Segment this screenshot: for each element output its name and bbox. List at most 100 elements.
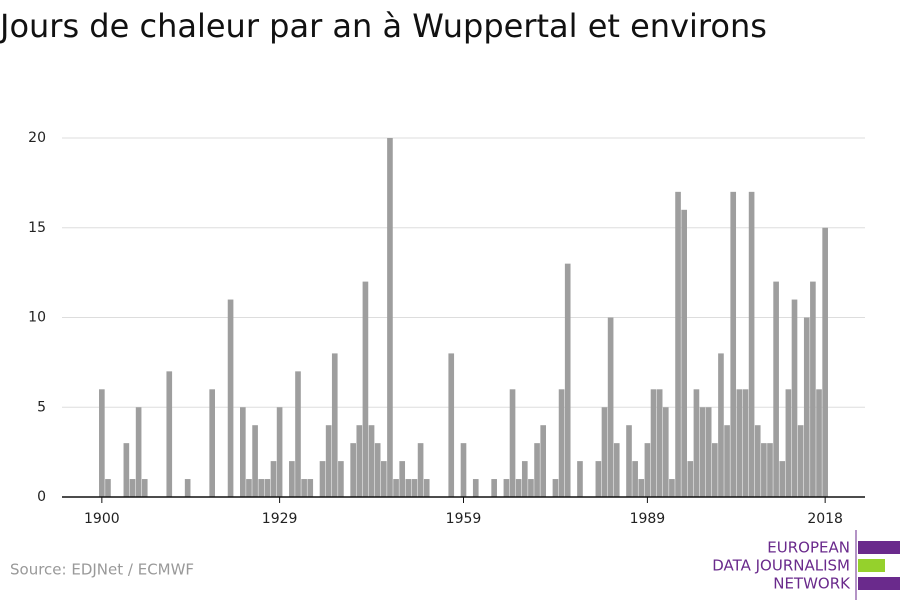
bar [736, 389, 743, 497]
bar [374, 443, 381, 497]
bar [564, 263, 571, 497]
bar [822, 227, 828, 497]
bar [356, 425, 363, 497]
bar [718, 353, 724, 497]
bar [289, 461, 295, 497]
bar [595, 461, 602, 497]
bar [816, 389, 822, 497]
logo-bar [858, 541, 900, 554]
y-tick-label: 10 [28, 310, 46, 326]
y-tick-label: 15 [28, 220, 46, 236]
bar [129, 479, 136, 497]
bar [264, 479, 271, 497]
bar [240, 407, 246, 497]
bar [209, 389, 215, 497]
bar [662, 407, 669, 497]
bar [754, 425, 761, 497]
bar [797, 425, 804, 497]
bar [252, 425, 258, 497]
bar [552, 479, 559, 497]
bar [105, 479, 111, 497]
bar [742, 389, 749, 497]
bar [307, 479, 314, 497]
bar [669, 479, 675, 497]
bar [773, 281, 779, 497]
bar [166, 371, 173, 497]
bar [301, 479, 307, 497]
bar [791, 299, 798, 497]
y-tick-label: 20 [28, 130, 46, 146]
bar [607, 317, 614, 497]
bar [325, 425, 332, 497]
bar [331, 353, 338, 497]
x-tick-label: 1900 [84, 511, 120, 527]
bar [393, 479, 399, 497]
bar [503, 479, 510, 497]
x-tick-label: 1989 [630, 511, 666, 527]
bar [761, 443, 767, 497]
bar [184, 479, 191, 497]
bar [123, 443, 130, 497]
bar [135, 407, 142, 497]
bar [779, 461, 786, 497]
bar [577, 461, 583, 497]
logo-bar [858, 577, 900, 590]
bar [258, 479, 265, 497]
bar [270, 461, 277, 497]
bar [528, 479, 534, 497]
bar [601, 407, 608, 497]
x-tick-label: 1959 [446, 511, 482, 527]
bar [558, 389, 565, 497]
bar [405, 479, 412, 497]
bar [411, 479, 418, 497]
bar [276, 407, 283, 497]
bar [534, 443, 540, 497]
bar [540, 425, 547, 497]
bar [803, 317, 810, 497]
bar [515, 479, 522, 497]
logo-text: NETWORK [773, 575, 851, 593]
bar [675, 191, 681, 497]
bar [650, 389, 657, 497]
bar [626, 425, 632, 497]
chart-title: Jours de chaleur par an à Wuppertal et e… [0, 7, 767, 45]
bar [810, 281, 816, 497]
bar [767, 443, 773, 497]
bar [712, 443, 718, 497]
bar [785, 389, 792, 497]
bar [338, 461, 344, 497]
bar [368, 425, 375, 497]
bar [387, 138, 393, 497]
logo-bar [858, 559, 885, 572]
bar [399, 461, 406, 497]
bar [295, 371, 301, 497]
bar [246, 479, 252, 497]
bar [705, 407, 712, 497]
bar [99, 389, 105, 497]
bar [423, 479, 430, 497]
source: Source: EDJNet / ECMWF [10, 561, 194, 579]
bar [417, 443, 424, 497]
bar [141, 479, 148, 497]
bar [509, 389, 516, 497]
logo-text: EUROPEAN [767, 539, 850, 557]
bar [699, 407, 706, 497]
bar [638, 479, 645, 497]
bar [748, 191, 755, 497]
bar [472, 479, 479, 497]
bar [362, 281, 369, 497]
bar [448, 353, 455, 497]
y-tick-label: 0 [37, 489, 46, 505]
bar [730, 191, 737, 497]
bar [460, 443, 467, 497]
bar [656, 389, 663, 497]
bar [644, 443, 651, 497]
bar [491, 479, 497, 497]
bar [227, 299, 234, 497]
x-tick-label: 2018 [807, 511, 843, 527]
bar [613, 443, 620, 497]
x-tick-label: 1929 [262, 511, 298, 527]
bar [521, 461, 528, 497]
bar [319, 461, 326, 497]
